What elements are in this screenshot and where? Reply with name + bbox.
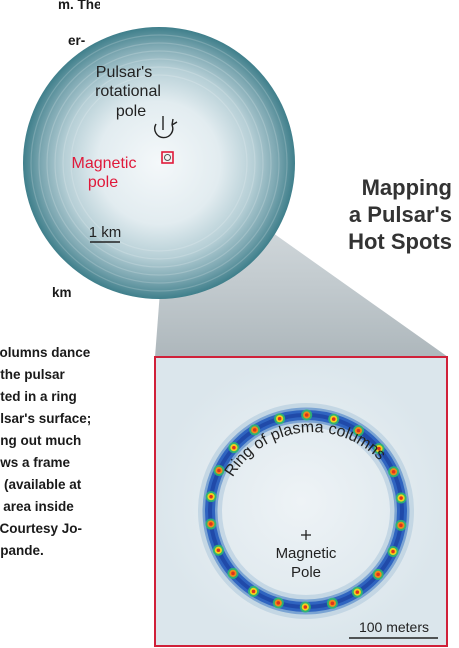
title-line: Hot Spots (348, 229, 452, 254)
plasma-column-spot-center (356, 428, 361, 433)
plasma-column-spot-center (399, 496, 403, 500)
caption-line: ows a frame (0, 455, 71, 470)
rotation-axis-icon (154, 116, 178, 139)
caption-line: e area inside (0, 499, 74, 514)
plasma-column-spot-center (303, 605, 308, 609)
plasma-column-spot-center (276, 601, 281, 605)
figure-title: Mapping a Pulsar's Hot Spots (322, 174, 452, 255)
caption-line: columns dance (0, 345, 91, 360)
plasma-column-spot-center (331, 417, 336, 421)
plasma-column-spot-center (399, 523, 403, 528)
plasma-column-spot-center (251, 589, 256, 594)
plasma-column-spot-center (355, 590, 360, 594)
magnetic-pole-label-line2: pole (88, 174, 118, 191)
plasma-column-spot-center (232, 445, 236, 450)
title-line: Mapping (361, 175, 452, 200)
plasma-column-spots (205, 409, 407, 613)
plasma-column-spot-center (277, 416, 282, 421)
pulsar-bands (30, 34, 288, 292)
plasma-column-spot-center (391, 549, 395, 554)
pulsar-scale-label: 1 km (89, 224, 122, 241)
magnetic-pole-label-line1: Magnetic (72, 155, 137, 172)
title-line: a Pulsar's (348, 202, 452, 227)
caption-line: er- (68, 33, 86, 48)
rotational-pole-label-line2: rotational (95, 83, 161, 100)
caption-line: . Courtesy Jo- (0, 521, 83, 536)
inset-scale-label: 100 meters (359, 619, 429, 635)
pulsar-disc (23, 27, 295, 299)
caption-line: hpande. (0, 543, 44, 558)
plasma-column-spot-center (330, 601, 335, 606)
plasma-column-spot-center (231, 571, 235, 576)
plasma-column-spot-center (376, 572, 380, 577)
plasma-column-spot-center (209, 494, 213, 499)
caption-line: g (available at (0, 477, 82, 492)
plasma-column-spot-center (304, 413, 309, 417)
caption-line: oted in a ring (0, 389, 77, 404)
caption-line: f the pulsar (0, 367, 65, 382)
plasma-column-spot-center (391, 469, 396, 474)
magnetic-pole-center-line2: Pole (291, 564, 321, 581)
magnetic-pole-cross-icon (301, 530, 311, 540)
caption-line: ulsar's surface; (0, 411, 92, 426)
rotational-pole-label-line1: Pulsar's (96, 64, 152, 81)
plasma-column-spot-center (209, 522, 213, 526)
plasma-column-spot-center (216, 548, 221, 553)
rotational-pole-label-line3: pole (116, 103, 146, 120)
magnetic-pole-center-line1: Magnetic (276, 545, 337, 562)
plasma-column-spot-center (377, 446, 381, 451)
plasma-column-spot-center (252, 428, 257, 432)
caption-line: m. The (58, 0, 100, 12)
caption-line: ting out much (0, 433, 82, 448)
magnetic-pole-marker (161, 151, 174, 164)
plasma-column-spot-center (217, 468, 221, 473)
caption-fragment-km: km (52, 285, 72, 300)
body-caption-fragment: columns dance f the pulsar oted in a rin… (0, 318, 150, 648)
top-caption-fragment: m. The er- (0, 0, 100, 60)
